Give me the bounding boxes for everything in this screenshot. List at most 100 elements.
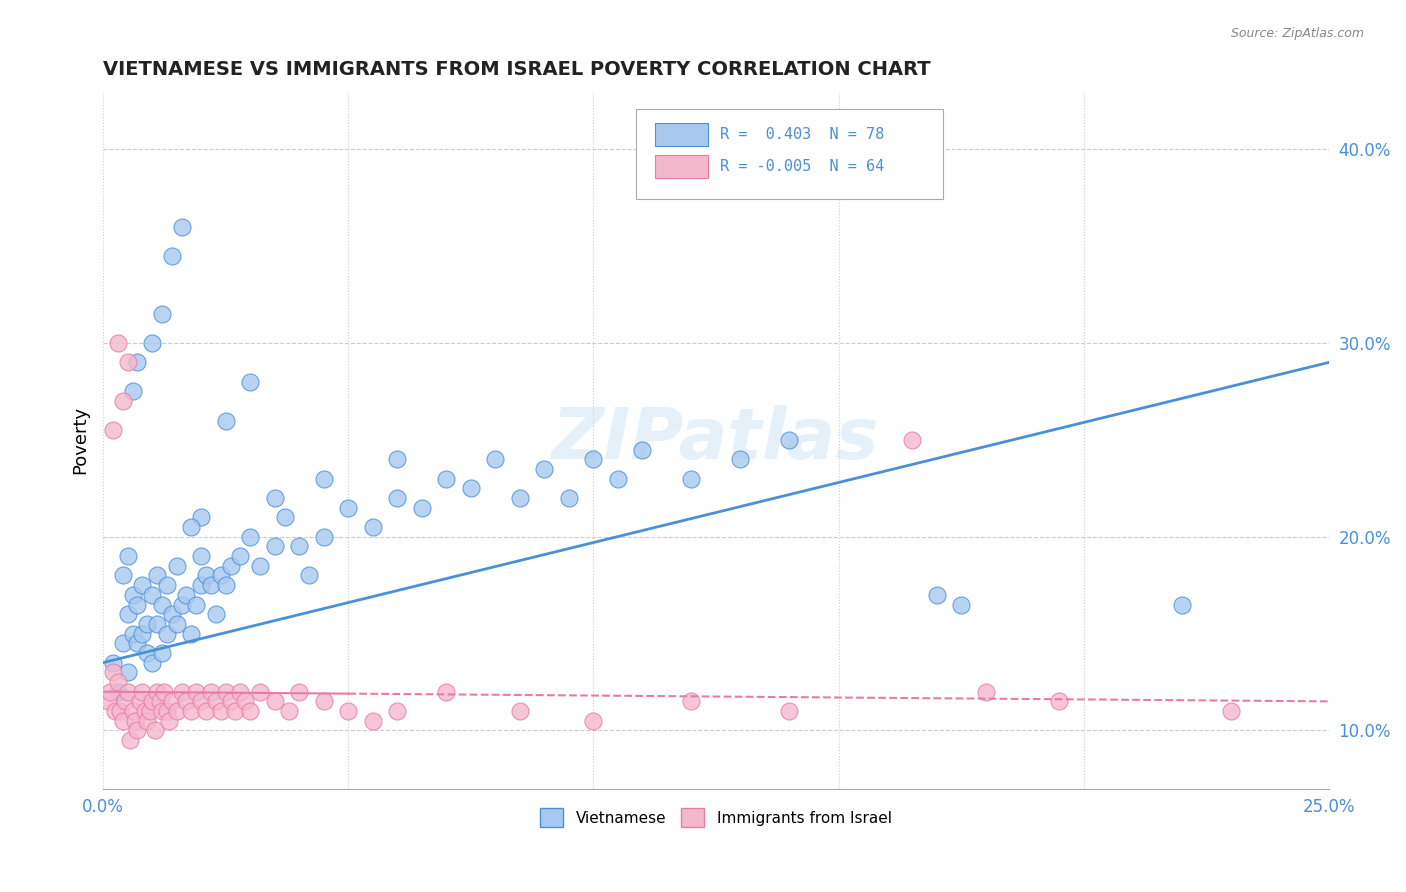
Point xyxy=(101,665,124,680)
Point xyxy=(361,714,384,728)
Point xyxy=(974,684,997,698)
Point xyxy=(509,491,531,505)
Point xyxy=(121,704,143,718)
Point xyxy=(136,714,159,728)
Point xyxy=(141,336,163,351)
Point xyxy=(205,694,228,708)
Point xyxy=(312,472,335,486)
Point xyxy=(249,558,271,573)
Point xyxy=(233,694,256,708)
Point xyxy=(312,694,335,708)
Text: R =  0.403  N = 78: R = 0.403 N = 78 xyxy=(720,127,884,142)
Point xyxy=(101,423,124,437)
Point xyxy=(411,500,433,515)
Point xyxy=(170,219,193,234)
Point xyxy=(170,684,193,698)
Point xyxy=(298,568,321,582)
Point xyxy=(111,568,134,582)
Point xyxy=(160,694,183,708)
Point xyxy=(186,684,208,698)
Point xyxy=(131,578,153,592)
Point xyxy=(200,684,222,698)
Text: Source: ZipAtlas.com: Source: ZipAtlas.com xyxy=(1230,27,1364,40)
Point xyxy=(97,694,120,708)
Point xyxy=(150,598,173,612)
Point xyxy=(120,733,142,747)
Point xyxy=(138,704,160,718)
Point xyxy=(606,472,628,486)
Point xyxy=(278,704,301,718)
Point xyxy=(190,510,212,524)
Point xyxy=(387,491,409,505)
Point xyxy=(127,636,149,650)
Text: VIETNAMESE VS IMMIGRANTS FROM ISRAEL POVERTY CORRELATION CHART: VIETNAMESE VS IMMIGRANTS FROM ISRAEL POV… xyxy=(103,60,931,78)
Point xyxy=(170,598,193,612)
Point xyxy=(558,491,581,505)
Point xyxy=(127,723,149,738)
Point xyxy=(131,626,153,640)
Point xyxy=(150,646,173,660)
Point xyxy=(215,684,238,698)
Point xyxy=(117,665,139,680)
Point xyxy=(288,684,311,698)
Point xyxy=(166,616,188,631)
Point xyxy=(180,626,202,640)
Point xyxy=(150,307,173,321)
Point xyxy=(160,249,183,263)
Point xyxy=(215,578,238,592)
Point xyxy=(117,549,139,563)
Point xyxy=(114,694,136,708)
FancyBboxPatch shape xyxy=(655,123,707,145)
Point xyxy=(239,704,262,718)
Point xyxy=(166,704,188,718)
Point xyxy=(101,656,124,670)
Point xyxy=(100,684,122,698)
Point xyxy=(387,452,409,467)
Point xyxy=(215,413,238,427)
Point xyxy=(127,598,149,612)
Point xyxy=(925,588,948,602)
Point xyxy=(121,626,143,640)
Point xyxy=(136,646,159,660)
Point xyxy=(111,714,134,728)
Point xyxy=(263,491,285,505)
Point xyxy=(387,704,409,718)
Point xyxy=(141,656,163,670)
Point xyxy=(107,336,129,351)
Point xyxy=(146,684,169,698)
Point xyxy=(434,472,457,486)
Point xyxy=(460,481,482,495)
Point xyxy=(107,675,129,690)
Point xyxy=(134,704,156,718)
FancyBboxPatch shape xyxy=(637,109,942,199)
Text: R = -0.005  N = 64: R = -0.005 N = 64 xyxy=(720,159,884,174)
Point xyxy=(156,578,179,592)
Point xyxy=(157,714,180,728)
Point xyxy=(121,384,143,399)
Point xyxy=(117,684,139,698)
Point xyxy=(195,568,218,582)
Point xyxy=(288,540,311,554)
Legend: Vietnamese, Immigrants from Israel: Vietnamese, Immigrants from Israel xyxy=(534,802,897,833)
Point xyxy=(950,598,973,612)
Point xyxy=(110,704,132,718)
Point xyxy=(127,355,149,369)
Point xyxy=(263,540,285,554)
Point xyxy=(229,549,252,563)
Point xyxy=(166,558,188,573)
Point xyxy=(195,704,218,718)
Point xyxy=(176,588,198,602)
Point xyxy=(121,588,143,602)
Point xyxy=(156,626,179,640)
Text: ZIPatlas: ZIPatlas xyxy=(553,405,880,475)
Point xyxy=(141,588,163,602)
Point xyxy=(117,607,139,622)
Point xyxy=(186,598,208,612)
Point xyxy=(190,578,212,592)
Point xyxy=(582,714,605,728)
Point xyxy=(1170,598,1192,612)
Point xyxy=(631,442,654,457)
Point xyxy=(312,530,335,544)
Point xyxy=(141,694,163,708)
Point xyxy=(209,568,232,582)
